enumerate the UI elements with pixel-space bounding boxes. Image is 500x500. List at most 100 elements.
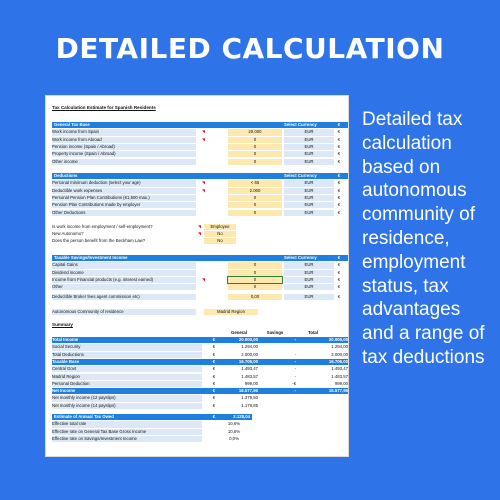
savings-row-1-input[interactable]: 0 (228, 269, 282, 276)
deduction-row-2-input[interactable]: 0 (228, 194, 282, 202)
broker-fees-result: - (342, 294, 348, 300)
summary-row-9: Net monthly income (14 payslips) €1.179,8… (52, 402, 348, 409)
estimate-euro: € (212, 414, 216, 419)
select-currency-label: Select Currency (284, 255, 317, 260)
gtb-row-2-label: Pension income (Spain / Abroad) (52, 143, 196, 151)
savings-row-2-input[interactable]: 0 (227, 275, 283, 285)
gtb-row-4-result: - (342, 159, 348, 165)
summary-general-4: 1.493,47 (241, 366, 258, 372)
deduction-row-3-euro: € (337, 202, 341, 208)
deduction-row-3-currency: EUR (284, 202, 334, 209)
deduction-row-0-euro: € (337, 180, 341, 186)
estimate-row-label-2: Effective rate on Savings/Investment Inc… (52, 435, 202, 443)
gtb-row-1-input[interactable]: 0 (228, 136, 282, 143)
gtb-row-0: Work income from Spain20.000EUR€20.000,0… (52, 129, 344, 136)
gtb-row-1-euro: € (337, 136, 341, 142)
status-value-1[interactable]: No (204, 231, 236, 238)
gtb-row-3-result: - (342, 151, 348, 157)
summary-row-3: Taxable Base €16.706,00 - 16.706,00 (52, 358, 348, 366)
estimate-row-0: Effective total rate 10,6% (52, 421, 344, 428)
comment-flag-icon: ◥ (202, 180, 206, 186)
summary-euro-g-2: € (212, 351, 216, 357)
gtb-row-0-input[interactable]: 20.000 (228, 129, 282, 136)
broker-fees-euro: € (337, 294, 341, 299)
select-currency-label: Select Currency (284, 173, 317, 178)
estimate-row-label-1: Effective rate on General Tax Base Gross… (52, 428, 202, 435)
euro-symbol: € (337, 255, 341, 260)
gtb-row-3-euro: € (337, 151, 341, 157)
summary-euro-g-8: € (212, 395, 216, 401)
savings-row-1-euro: € (337, 269, 341, 275)
deduction-row-1-label: Deductible work expenses (52, 187, 196, 194)
summary-savings-6: -€ (292, 380, 296, 386)
deduction-row-3: Pension Plan Contributions made by emplo… (52, 202, 344, 209)
general-tax-base-header: General Tax Base Select Currency €20.000,0… (52, 122, 348, 129)
deduction-row-1-currency: EUR (284, 187, 334, 194)
savings-row-2-label: Income from Financial products (e.g. int… (52, 276, 196, 284)
gtb-row-3-input[interactable]: 0 (228, 151, 282, 158)
summary-euro-g-6: € (212, 380, 216, 386)
summary-total-6: 999,00 (334, 380, 348, 386)
comment-flag-icon: ◥ (202, 129, 206, 135)
estimate-row-1: Effective rate on General Tax Base Gross… (52, 428, 344, 435)
gtb-row-0-label: Work income from Spain (52, 129, 196, 136)
deduction-row-1-input[interactable]: 2.000 (228, 187, 282, 194)
summary-label-7: Net Income (52, 388, 76, 394)
gtb-row-2-result: - (342, 144, 348, 150)
summary-header-0: General (230, 330, 247, 335)
euro-symbol: € (337, 173, 341, 178)
summary-euro-g-1: € (212, 344, 216, 350)
broker-fees-input[interactable]: 0,00 (228, 294, 282, 301)
savings-row-0-currency: EUR (284, 262, 334, 269)
savings-row-1-currency: EUR (284, 269, 334, 276)
summary-savings-5: - (294, 373, 296, 379)
savings-row-3-input[interactable]: 0 (228, 284, 282, 291)
savings-row-0-label: Capital Gains (52, 262, 196, 269)
summary-row-6: Personal Deduction €999,00 -€ 999,00 (52, 380, 348, 387)
deduction-row-2-label: Personal Pension Plan Contributions (€1,… (52, 194, 196, 202)
gtb-row-4-label: Other income (52, 158, 196, 165)
deduction-row-1-euro: € (337, 187, 341, 193)
gtb-row-2-currency: EUR (284, 143, 334, 151)
gtb-row-3-currency: EUR (284, 151, 334, 158)
comment-flag-icon: ◥ (202, 276, 206, 282)
summary-header-1: Savings (266, 330, 284, 335)
gtb-row-2-input[interactable]: 0 (228, 143, 282, 151)
estimate-header: Estimate of Annual Tax Owed €2.128,04 (52, 414, 252, 421)
deduction-row-2-currency: EUR (284, 194, 334, 202)
status-label-2: Does the person benefit from the Beckham… (52, 238, 146, 243)
summary-euro-g-4: € (212, 366, 216, 372)
deduction-row-4-euro: € (337, 209, 341, 215)
deduction-row-4-input[interactable]: 0 (228, 209, 282, 216)
summary-label-4: Central Govt (52, 366, 202, 373)
deduction-row-0-result: 5.550,00 (342, 180, 348, 186)
summary-general-6: 999,00 (244, 380, 258, 386)
estimate-row-value-2: 0,0% (229, 435, 239, 441)
savings-row-0-input[interactable]: 0 (228, 262, 282, 269)
sheet-title: Tax Calculation Estimate for Spanish Res… (52, 105, 156, 110)
page-title: DETAILED CALCULATION (55, 32, 445, 65)
comment-flag-icon: ◥ (202, 136, 206, 142)
status-row-2: Does the person benefit from the Beckham… (52, 238, 344, 245)
summary-total-5: 1.483,57 (331, 373, 348, 379)
deductions-total: 7.550,00 (342, 173, 348, 179)
gtb-row-1-currency: EUR (284, 136, 334, 143)
status-value-2[interactable]: No (204, 238, 236, 245)
deduction-row-0-input[interactable]: < 65 (228, 180, 282, 187)
community-select[interactable]: Madrid Region (204, 309, 258, 316)
summary-total-2: 2.000,00 (331, 351, 348, 357)
deduction-row-3-input[interactable]: 0 (228, 202, 282, 209)
gtb-row-4-input[interactable]: 0 (228, 158, 282, 165)
gtb-row-0-euro: € (337, 129, 341, 135)
summary-general-3: 16.706,00 (238, 358, 258, 364)
deduction-row-1: Deductible work expenses2.000EUR€2.000,0… (52, 187, 344, 194)
status-value-0[interactable]: Employee (204, 224, 236, 231)
deductions-label: Deductions (54, 173, 78, 178)
estimate-row-value-1: 10,6% (227, 428, 241, 434)
gtb-row-3-label: Property income (Spain / Abroad) (52, 151, 196, 158)
deduction-row-0-label: Personal minimum deduction (select your … (52, 180, 196, 187)
summary-euro-g-7: € (212, 388, 216, 394)
community-row: Autonomous Community of residence Madrid … (52, 309, 344, 316)
